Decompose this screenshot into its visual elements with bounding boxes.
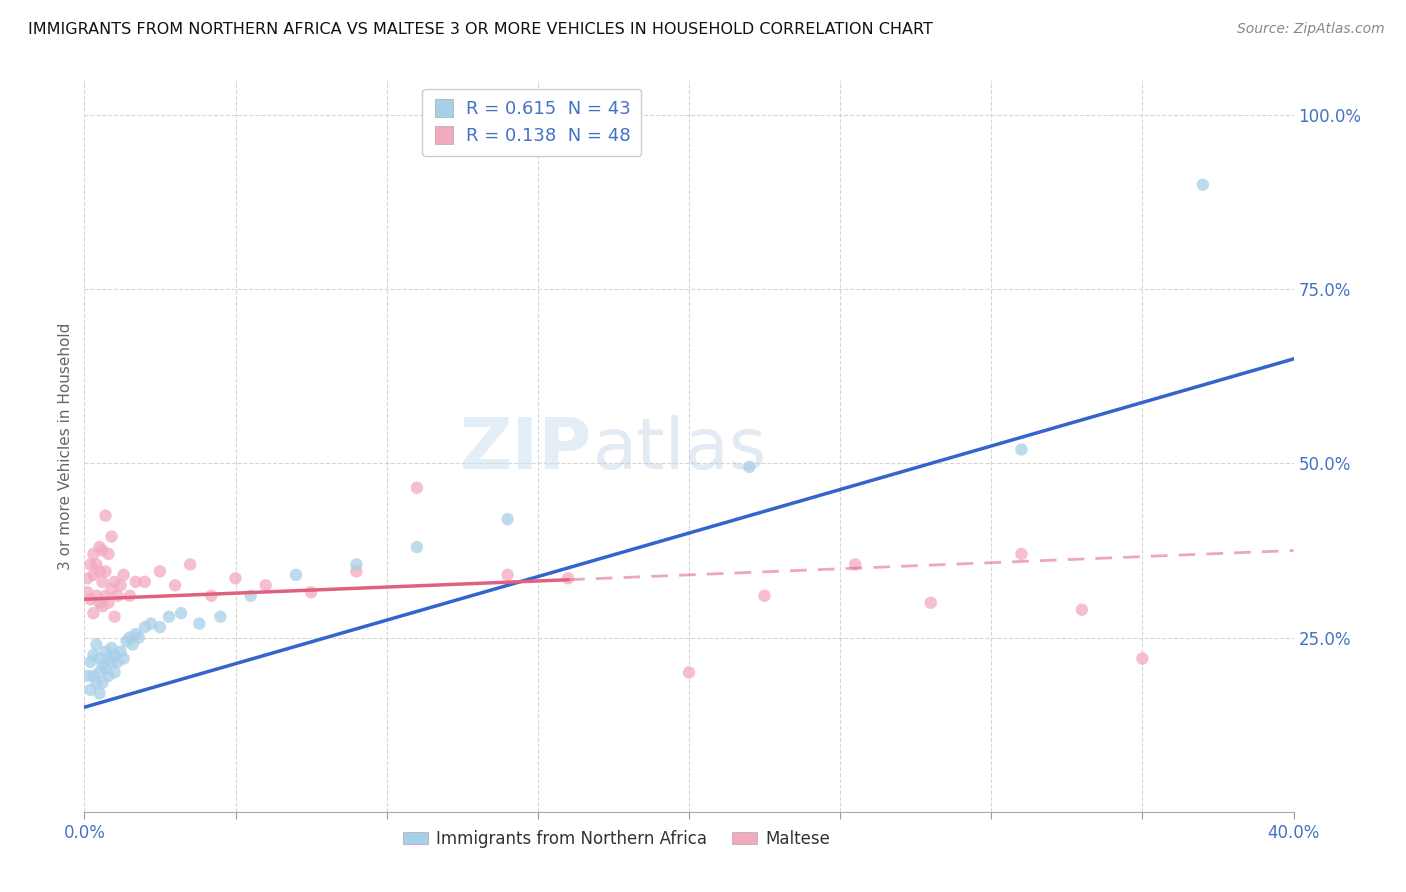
Point [754,589,776,603]
Point [406,540,429,554]
Legend: Immigrants from Northern Africa, Maltese: Immigrants from Northern Africa, Maltese [396,823,837,855]
Point [100,640,122,655]
Point [94,565,117,579]
Point [97,669,120,683]
Point [157,609,180,624]
Point [104,574,127,589]
Point [225,571,247,585]
Point [82,606,104,620]
Point [200,589,222,603]
Point [91,599,114,614]
Point [86,676,108,690]
Point [149,565,172,579]
Point [1011,442,1033,457]
Point [91,574,114,589]
Point [100,655,122,669]
Point [89,651,111,665]
Point [104,648,127,662]
Text: Source: ZipAtlas.com: Source: ZipAtlas.com [1237,22,1385,37]
Point [104,665,127,680]
Point [76,585,98,599]
Point [91,658,114,673]
Point [112,651,135,665]
Point [79,682,101,697]
Point [112,567,135,582]
Point [920,596,942,610]
Point [1192,178,1215,192]
Point [89,686,111,700]
Text: IMMIGRANTS FROM NORTHERN AFRICA VS MALTESE 3 OR MORE VEHICLES IN HOUSEHOLD CORRE: IMMIGRANTS FROM NORTHERN AFRICA VS MALTE… [28,22,934,37]
Point [254,578,277,592]
Point [346,558,368,572]
Point [110,578,132,592]
Point [557,571,579,585]
Point [1011,547,1033,561]
Point [89,596,111,610]
Point [149,620,172,634]
Point [496,567,519,582]
Point [125,574,148,589]
Point [94,508,117,523]
Y-axis label: 3 or more Vehicles in Household: 3 or more Vehicles in Household [58,322,73,570]
Point [299,585,322,599]
Point [79,655,101,669]
Point [496,512,519,526]
Point [94,589,117,603]
Point [86,558,108,572]
Point [1130,651,1153,665]
Point [100,530,122,544]
Point [179,558,201,572]
Point [94,644,117,658]
Point [346,565,368,579]
Point [134,574,156,589]
Point [82,669,104,683]
Point [100,582,122,596]
Point [738,459,761,474]
Point [118,589,141,603]
Point [89,665,111,680]
Point [86,589,108,603]
Point [209,609,232,624]
Point [97,596,120,610]
Point [82,648,104,662]
Point [406,481,429,495]
Point [107,589,129,603]
Point [89,565,111,579]
Text: ZIP: ZIP [460,415,592,484]
Point [104,609,127,624]
Point [170,606,193,620]
Point [89,540,111,554]
Point [125,627,148,641]
Point [118,631,141,645]
Point [76,669,98,683]
Point [188,616,211,631]
Point [76,571,98,585]
Point [94,662,117,676]
Point [115,634,138,648]
Point [844,558,866,572]
Point [91,543,114,558]
Point [110,644,132,658]
Point [165,578,187,592]
Point [82,547,104,561]
Point [91,676,114,690]
Point [239,589,262,603]
Text: atlas: atlas [592,415,766,484]
Point [134,620,156,634]
Point [97,547,120,561]
Point [79,558,101,572]
Point [285,567,308,582]
Point [1071,603,1094,617]
Point [107,655,129,669]
Point [79,592,101,607]
Point [121,638,143,652]
Point [678,665,700,680]
Point [86,638,108,652]
Point [82,567,104,582]
Point [97,651,120,665]
Point [139,616,162,631]
Point [128,631,150,645]
